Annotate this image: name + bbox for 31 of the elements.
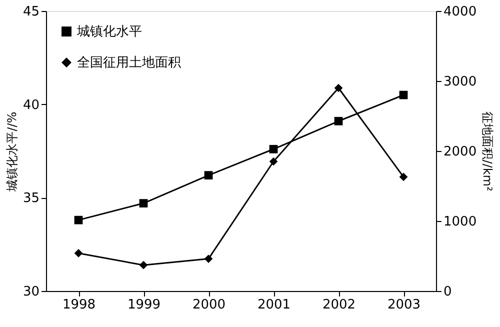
y-tick-label: 35: [22, 191, 40, 206]
point: [74, 249, 83, 258]
point: [204, 171, 213, 180]
x-tick-label: 1999: [127, 298, 161, 312]
y-axis-title: 城镇化水平//%: [4, 112, 19, 192]
y-tick-label: 30: [22, 284, 40, 300]
point: [204, 254, 213, 263]
point: [269, 144, 278, 154]
legend-label: 全国征用土地面积: [77, 56, 181, 70]
x-tick-label: 2003: [387, 298, 421, 312]
legend-label: 城镇化水平: [76, 24, 142, 40]
point: [139, 199, 148, 208]
y2-axis-title: 征地面积//km²: [480, 112, 495, 192]
y2-tick-label: 1000: [444, 214, 477, 230]
x-tick-label: 1998: [62, 298, 96, 312]
point: [399, 90, 408, 100]
point: [334, 116, 343, 126]
point: [139, 260, 148, 270]
point: [269, 157, 278, 166]
x-tick-label: 2000: [192, 298, 226, 312]
y2-tick-label: 4000: [444, 4, 477, 20]
point: [74, 216, 83, 224]
y2-tick-label: 2000: [444, 144, 477, 160]
x-tick-label: 2002: [322, 298, 356, 312]
y2-tick-label: 3000: [444, 74, 477, 90]
y-tick-label: 45: [22, 4, 40, 20]
y-tick-label: 40: [22, 98, 40, 113]
x-tick-label: 2001: [257, 298, 291, 312]
point: [399, 172, 408, 182]
y2-tick-label: 0: [444, 284, 452, 300]
point: [334, 84, 343, 92]
